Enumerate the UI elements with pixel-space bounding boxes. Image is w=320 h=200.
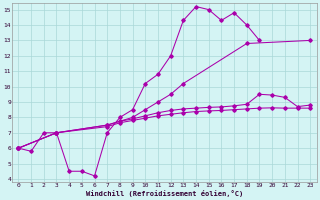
X-axis label: Windchill (Refroidissement éolien,°C): Windchill (Refroidissement éolien,°C)	[86, 190, 243, 197]
